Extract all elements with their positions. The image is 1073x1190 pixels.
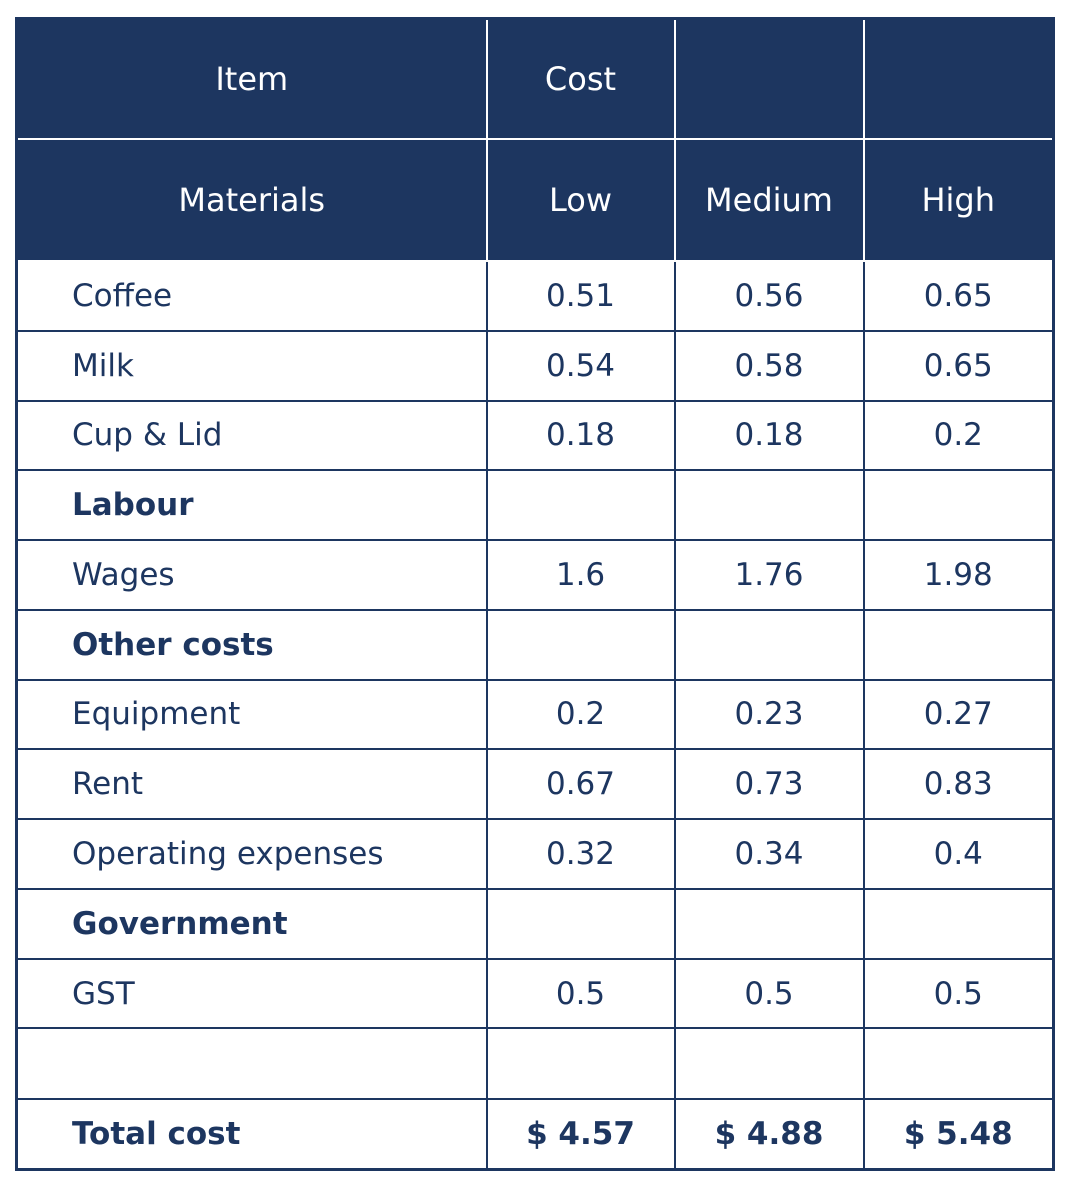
- total-row: Total cost $ 4.57 $ 4.88 $ 5.48: [15, 1098, 1055, 1171]
- high-cell: 1.98: [862, 539, 1055, 611]
- section-row: Other costs: [15, 608, 1055, 681]
- low-cell: 0.54: [485, 329, 676, 402]
- low-cell: [485, 887, 676, 960]
- header-cost: Cost: [485, 17, 676, 140]
- medium-cell: $ 4.88: [673, 1098, 865, 1171]
- high-cell: 0.4: [862, 818, 1055, 890]
- medium-cell: [673, 608, 865, 681]
- table-row: Coffee 0.51 0.56 0.65: [15, 260, 1055, 332]
- table-row: Operating expenses 0.32 0.34 0.4: [15, 818, 1055, 890]
- header-row-2: Materials Low Medium High: [15, 138, 1055, 262]
- header-low: Low: [485, 138, 676, 262]
- low-cell: [485, 1027, 676, 1101]
- medium-cell: 0.34: [673, 818, 865, 890]
- medium-cell: 0.18: [673, 399, 865, 472]
- medium-cell: 0.58: [673, 329, 865, 402]
- header-materials: Materials: [15, 138, 488, 262]
- item-cell: Cup & Lid: [15, 399, 488, 472]
- item-cell: Total cost: [15, 1098, 488, 1171]
- item-cell: [15, 1027, 488, 1101]
- item-cell: Milk: [15, 329, 488, 402]
- medium-cell: 0.23: [673, 678, 865, 751]
- item-cell: Equipment: [15, 678, 488, 751]
- header-row-1: Item Cost: [15, 17, 1055, 140]
- item-cell: Labour: [15, 469, 488, 542]
- high-cell: 0.27: [862, 678, 1055, 751]
- table-row: Milk 0.54 0.58 0.65: [15, 329, 1055, 402]
- high-cell: [862, 887, 1055, 960]
- section-row: Labour: [15, 469, 1055, 542]
- low-cell: 1.6: [485, 539, 676, 611]
- high-cell: [862, 608, 1055, 681]
- medium-cell: 0.73: [673, 748, 865, 821]
- item-cell: GST: [15, 957, 488, 1030]
- item-cell: Government: [15, 887, 488, 960]
- item-cell: Rent: [15, 748, 488, 821]
- high-cell: 0.5: [862, 957, 1055, 1030]
- high-cell: 0.83: [862, 748, 1055, 821]
- table-header: Item Cost Materials Low Medium High: [15, 17, 1055, 262]
- blank-row: [15, 1027, 1055, 1101]
- low-cell: 0.32: [485, 818, 676, 890]
- high-cell: 0.65: [862, 260, 1055, 332]
- header-empty-1: [673, 17, 865, 140]
- section-row: Government: [15, 887, 1055, 960]
- table-row: Wages 1.6 1.76 1.98: [15, 539, 1055, 611]
- medium-cell: 0.5: [673, 957, 865, 1030]
- high-cell: $ 5.48: [862, 1098, 1055, 1171]
- low-cell: [485, 469, 676, 542]
- low-cell: 0.67: [485, 748, 676, 821]
- table-row: Equipment 0.2 0.23 0.27: [15, 678, 1055, 751]
- item-cell: Operating expenses: [15, 818, 488, 890]
- table-row: GST 0.5 0.5 0.5: [15, 957, 1055, 1030]
- low-cell: 0.5: [485, 957, 676, 1030]
- high-cell: 0.2: [862, 399, 1055, 472]
- low-cell: 0.2: [485, 678, 676, 751]
- header-item: Item: [15, 17, 488, 140]
- high-cell: [862, 469, 1055, 542]
- item-cell: Coffee: [15, 260, 488, 332]
- medium-cell: 1.76: [673, 539, 865, 611]
- cost-table: Item Cost Materials Low Medium High Coff…: [15, 17, 1055, 1171]
- table-row: Rent 0.67 0.73 0.83: [15, 748, 1055, 821]
- header-high: High: [862, 138, 1055, 262]
- low-cell: 0.51: [485, 260, 676, 332]
- high-cell: 0.65: [862, 329, 1055, 402]
- medium-cell: [673, 1027, 865, 1101]
- table-body: Coffee 0.51 0.56 0.65 Milk 0.54 0.58 0.65 Cup & …: [15, 260, 1055, 1171]
- table-row: Cup & Lid 0.18 0.18 0.2: [15, 399, 1055, 472]
- low-cell: 0.18: [485, 399, 676, 472]
- low-cell: $ 4.57: [485, 1098, 676, 1171]
- medium-cell: [673, 887, 865, 960]
- medium-cell: [673, 469, 865, 542]
- low-cell: [485, 608, 676, 681]
- item-cell: Other costs: [15, 608, 488, 681]
- high-cell: [862, 1027, 1055, 1101]
- item-cell: Wages: [15, 539, 488, 611]
- medium-cell: 0.56: [673, 260, 865, 332]
- header-medium: Medium: [673, 138, 865, 262]
- header-empty-2: [862, 17, 1055, 140]
